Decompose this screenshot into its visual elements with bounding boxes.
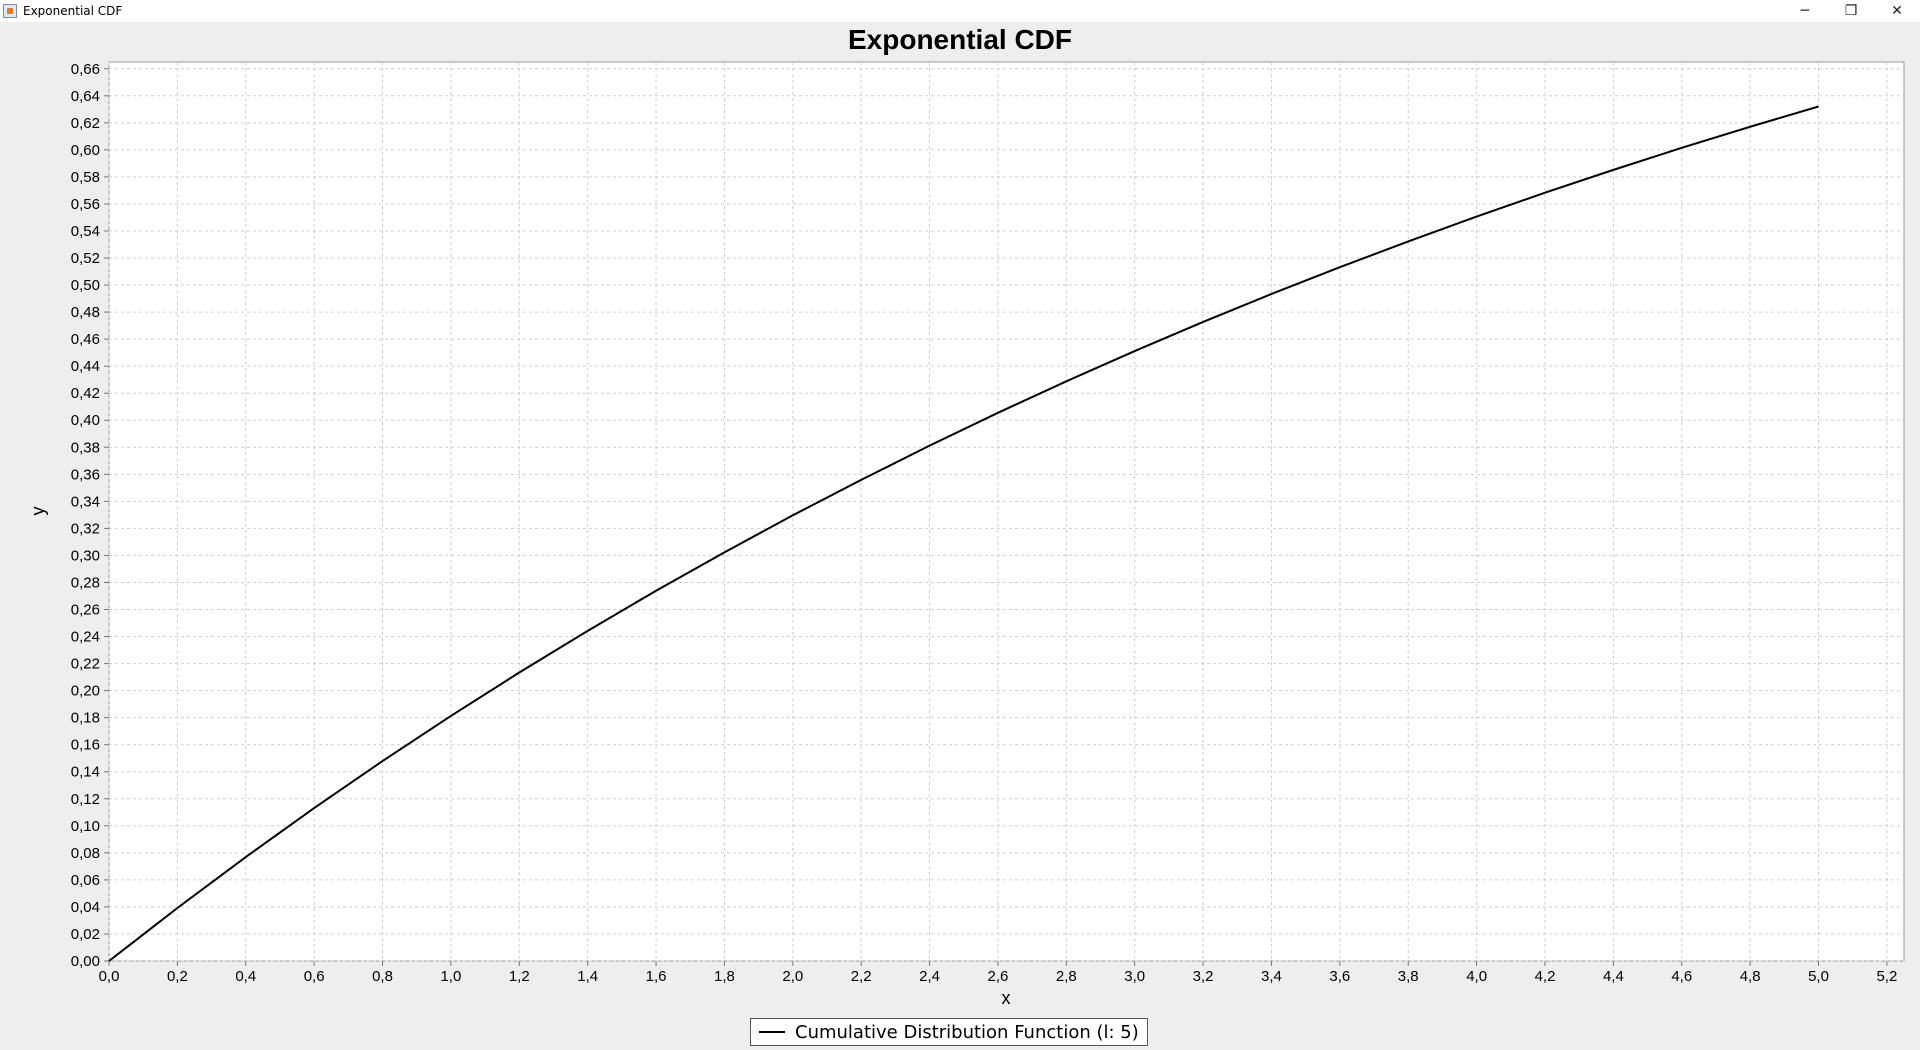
chart-legend: Cumulative Distribution Function (l: 5) <box>750 1018 1148 1046</box>
grid <box>108 62 1904 962</box>
y-axis-label: y <box>28 507 48 516</box>
y-tick-label: 0,16 <box>71 737 100 754</box>
y-tick-label: 0,04 <box>71 899 100 916</box>
axes: 0,0 0,2 0,4 0,6 0,8 1,0 1,2 1,4 1,6 1,8 2,0 2,2 2,4 2… <box>71 61 1898 985</box>
x-tick-label: 3,6 <box>1329 968 1350 985</box>
y-tick-label: 0,44 <box>71 358 100 375</box>
y-tick-label: 0,36 <box>71 466 100 483</box>
y-tick-label: 0,34 <box>71 493 100 510</box>
chart-canvas: Exponential CDF 0,0 0,2 0,4 0,6 0,8 1,0 1,2 1,4… <box>28 24 1905 1008</box>
x-tick-label: 0,8 <box>372 968 393 985</box>
chart-title: Exponential CDF <box>848 24 1072 55</box>
x-tick-label: 0,0 <box>99 968 120 985</box>
x-tick-label: 4,8 <box>1740 968 1761 985</box>
java-app-icon <box>3 4 17 18</box>
x-tick-label: 3,0 <box>1124 968 1145 985</box>
x-tick-label: 1,6 <box>646 968 667 985</box>
y-tick-label: 0,26 <box>71 602 100 619</box>
x-tick-label: 2,2 <box>851 968 872 985</box>
window-controls: ─ ❐ ✕ <box>1782 0 1920 22</box>
x-tick-label: 4,0 <box>1466 968 1487 985</box>
y-tick-label: 0,50 <box>71 277 100 294</box>
y-tick-label: 0,32 <box>71 520 100 537</box>
y-tick-label: 0,12 <box>71 791 100 808</box>
window-title: Exponential CDF <box>23 4 123 18</box>
x-tick-label: 1,2 <box>509 968 530 985</box>
y-tick-label: 0,18 <box>71 710 100 727</box>
y-tick-label: 0,30 <box>71 547 100 564</box>
x-tick-label: 2,6 <box>988 968 1009 985</box>
y-tick-label: 0,52 <box>71 250 100 267</box>
y-tick-label: 0,20 <box>71 683 100 700</box>
x-tick-label: 4,4 <box>1603 968 1624 985</box>
y-tick-label: 0,08 <box>71 845 100 862</box>
y-tick-label: 0,56 <box>71 196 100 213</box>
y-tick-label: 0,54 <box>71 223 100 240</box>
y-tick-label: 0,48 <box>71 304 100 321</box>
x-axis-label: x <box>1002 988 1011 1008</box>
y-tick-label: 0,24 <box>71 629 100 646</box>
x-tick-label: 5,0 <box>1808 968 1829 985</box>
legend-swatch <box>759 1031 785 1033</box>
restore-button[interactable]: ❐ <box>1844 3 1858 19</box>
y-tick-label: 0,06 <box>71 872 100 889</box>
x-tick-label: 5,2 <box>1876 968 1897 985</box>
minimize-button[interactable]: ─ <box>1800 3 1810 19</box>
y-tick-label: 0,66 <box>71 61 100 78</box>
y-tick-label: 0,42 <box>71 385 100 402</box>
x-tick-label: 3,2 <box>1193 968 1214 985</box>
x-tick-label: 0,6 <box>304 968 325 985</box>
cdf-series-line <box>108 105 1819 962</box>
y-tick-label: 0,46 <box>71 331 100 348</box>
x-tick-label: 2,8 <box>1056 968 1077 985</box>
x-tick-label: 1,4 <box>577 968 598 985</box>
y-tick-label: 0,14 <box>71 764 100 781</box>
window-titlebar: Exponential CDF ─ ❐ ✕ <box>0 0 1920 22</box>
y-tick-label: 0,10 <box>71 818 100 835</box>
x-tick-label: 0,4 <box>235 968 256 985</box>
y-tick-label: 0,40 <box>71 412 100 429</box>
y-tick-label: 0,60 <box>71 142 100 159</box>
x-tick-label: 2,0 <box>782 968 803 985</box>
y-tick-label: 0,38 <box>71 439 100 456</box>
y-tick-label: 0,00 <box>71 953 100 970</box>
x-tick-label: 3,8 <box>1398 968 1419 985</box>
y-tick-label: 0,62 <box>71 115 100 132</box>
close-button[interactable]: ✕ <box>1891 3 1903 19</box>
y-tick-label: 0,58 <box>71 169 100 186</box>
y-tick-label: 0,22 <box>71 656 100 673</box>
x-tick-label: 2,4 <box>919 968 940 985</box>
plot-area <box>108 61 1905 962</box>
y-tick-label: 0,28 <box>71 574 100 591</box>
x-tick-label: 1,0 <box>440 968 461 985</box>
x-tick-label: 3,4 <box>1261 968 1282 985</box>
y-tick-label: 0,02 <box>71 926 100 943</box>
x-tick-label: 4,2 <box>1535 968 1556 985</box>
y-tick-label: 0,64 <box>71 88 100 105</box>
x-tick-label: 0,2 <box>167 968 188 985</box>
legend-label: Cumulative Distribution Function (l: 5) <box>795 1021 1139 1043</box>
x-tick-label: 1,8 <box>714 968 735 985</box>
series-layer <box>108 105 1819 962</box>
x-tick-label: 4,6 <box>1671 968 1692 985</box>
